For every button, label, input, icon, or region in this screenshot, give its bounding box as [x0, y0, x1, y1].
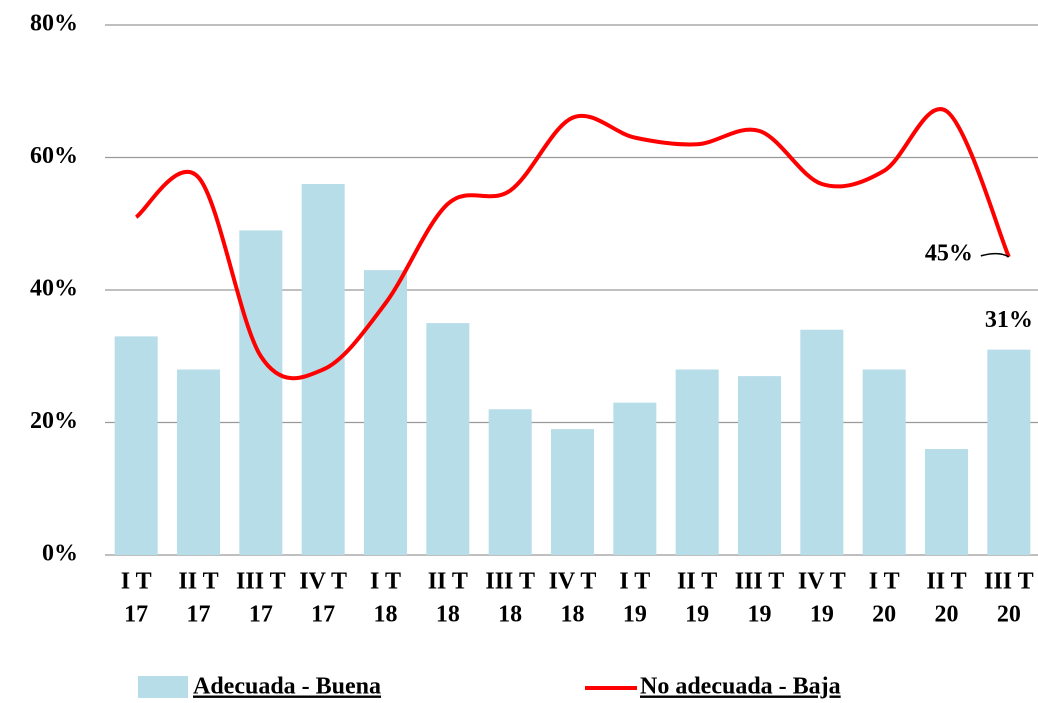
x-tick-label: 18 — [374, 602, 398, 628]
bar — [987, 349, 1031, 555]
bar — [363, 270, 408, 555]
x-tick-label: II T — [178, 569, 218, 595]
bar — [737, 376, 782, 555]
bar — [114, 336, 158, 555]
x-tick-label: 18 — [498, 602, 522, 628]
bar — [924, 449, 969, 555]
x-tick-label: 20 — [997, 602, 1021, 628]
x-tick-label: IV T — [798, 569, 846, 595]
x-tick-label: 18 — [436, 602, 460, 628]
x-tick-label: 19 — [623, 602, 647, 628]
x-tick-label: III T — [735, 569, 785, 595]
x-tick-label: I T — [121, 569, 152, 595]
label-leader — [980, 252, 1010, 258]
y-tick-label: 20% — [30, 408, 78, 434]
data-label: 45% — [925, 240, 973, 266]
x-tick-label: 17 — [124, 602, 148, 628]
x-tick-label: 19 — [810, 602, 834, 628]
x-tick-label: III T — [236, 569, 286, 595]
x-tick-label: IV T — [299, 569, 347, 595]
y-tick-label: 60% — [30, 143, 78, 169]
x-tick-label: II T — [926, 569, 966, 595]
x-tick-label: 20 — [935, 602, 959, 628]
x-tick-label: 18 — [561, 602, 585, 628]
x-tick-label: I T — [370, 569, 401, 595]
x-tick-label: 20 — [872, 602, 896, 628]
legend-label: Adecuada - Buena — [193, 674, 381, 700]
bar — [488, 409, 532, 555]
bar — [426, 323, 470, 555]
x-tick-label: III T — [984, 569, 1034, 595]
x-tick-label: I T — [869, 569, 900, 595]
x-tick-label: 17 — [311, 602, 335, 628]
x-tick-label: III T — [485, 569, 535, 595]
x-tick-label: 17 — [187, 602, 211, 628]
x-tick-label: II T — [677, 569, 717, 595]
bar — [862, 369, 906, 555]
data-label: 31% — [985, 307, 1033, 333]
x-tick-label: IV T — [549, 569, 597, 595]
bar — [613, 402, 657, 555]
y-tick-label: 40% — [30, 276, 78, 302]
y-tick-label: 0% — [42, 541, 78, 567]
bar — [176, 369, 221, 555]
legend-label: No adecuada - Baja — [640, 674, 841, 700]
bar — [239, 230, 283, 555]
legend-swatch — [138, 676, 188, 698]
x-tick-label: I T — [619, 569, 650, 595]
bar — [675, 369, 719, 555]
bar — [800, 329, 844, 555]
x-tick-label: 17 — [249, 602, 273, 628]
bar — [550, 429, 595, 555]
x-tick-label: 19 — [685, 602, 709, 628]
x-tick-label: II T — [428, 569, 468, 595]
y-tick-label: 80% — [30, 11, 78, 37]
x-tick-label: 19 — [748, 602, 772, 628]
line-series — [134, 107, 1011, 381]
